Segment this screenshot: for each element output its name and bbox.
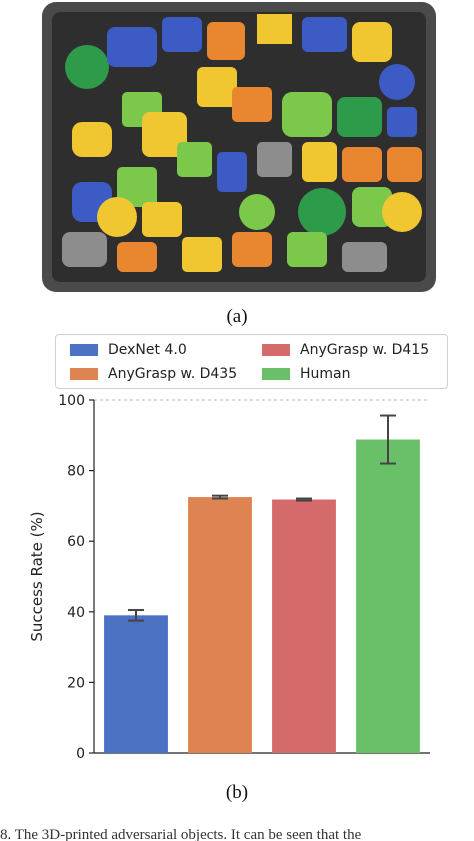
legend-swatch-dexnet (70, 344, 98, 356)
y-tick-label-40: 40 (67, 605, 85, 621)
legend-item-anygrasp-d435: AnyGrasp w. D435 (70, 366, 237, 382)
legend-label-human: Human (300, 366, 351, 382)
legend-label-anygrasp-d435: AnyGrasp w. D435 (108, 366, 238, 382)
bar-3 (356, 439, 420, 753)
y-tick-label-100: 100 (58, 393, 85, 409)
legend-swatch-anygrasp-d435 (70, 368, 98, 380)
y-tick-label-0: 0 (76, 746, 85, 762)
legend-label-anygrasp-d415: AnyGrasp w. D415 (300, 342, 430, 358)
legend-item-anygrasp-d415: AnyGrasp w. D415 (262, 342, 429, 358)
legend-item-dexnet: DexNet 4.0 (70, 342, 187, 358)
legend-item-human: Human (262, 366, 351, 382)
chart-legend: DexNet 4.0 AnyGrasp w. D415 AnyGrasp w. … (55, 334, 448, 389)
y-axis-label: Success Rate (%) (28, 511, 46, 641)
legend-swatch-human (262, 368, 290, 380)
bar-1 (188, 497, 252, 753)
caption-a: (a) (226, 306, 248, 327)
legend-label-dexnet: DexNet 4.0 (108, 342, 187, 358)
success-rate-chart: 0 20 40 60 80 100 Success Rate (%) (28, 393, 430, 762)
plot-area: 0 20 40 60 80 100 Success Rate (%) (28, 393, 430, 762)
photo-objects (62, 14, 422, 272)
caption-b: (b) (225, 782, 249, 803)
figure-caption-cutoff: 8. The 3D-printed adversarial objects. I… (0, 827, 362, 841)
bar-2 (272, 499, 336, 753)
y-tick-label-60: 60 (67, 534, 85, 550)
bar-0 (104, 615, 168, 753)
y-tick-label-80: 80 (67, 464, 85, 480)
legend-swatch-anygrasp-d415 (262, 344, 290, 356)
objects-photo (42, 2, 436, 292)
y-tick-label-20: 20 (67, 675, 85, 691)
